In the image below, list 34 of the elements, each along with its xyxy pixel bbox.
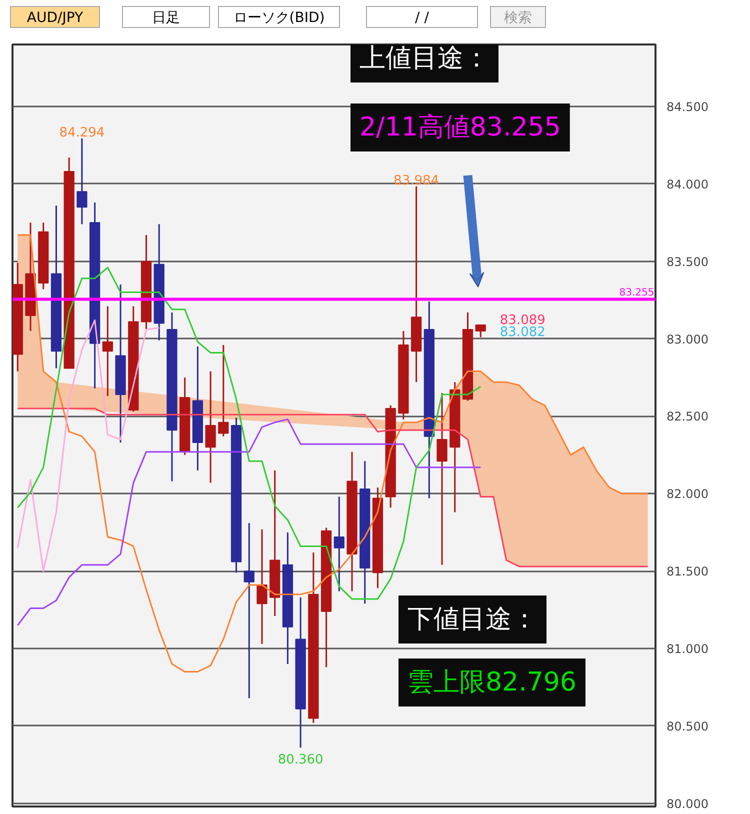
candlestick bbox=[436, 392, 448, 566]
candlestick bbox=[76, 138, 88, 225]
annotation: 下値目途： bbox=[408, 604, 538, 634]
annotation: 雲上限82.796 bbox=[408, 668, 576, 698]
candlestick bbox=[205, 370, 216, 484]
y-tick-label: 82.000 bbox=[666, 487, 708, 502]
candlestick bbox=[218, 344, 229, 438]
y-tick-label: 82.500 bbox=[666, 410, 708, 424]
y-tick-label: 81.000 bbox=[666, 642, 708, 656]
text: 日足 bbox=[122, 6, 210, 28]
annotation: 84.294 bbox=[59, 125, 105, 140]
annotation: 2/11高値83.255 bbox=[360, 112, 561, 142]
candlestick bbox=[102, 305, 113, 397]
text: 検索 bbox=[490, 6, 546, 28]
candlestick bbox=[244, 522, 254, 699]
candlestick bbox=[475, 324, 486, 338]
y-tick-label: 80.000 bbox=[666, 796, 708, 811]
y-tick-label: 83.500 bbox=[666, 254, 708, 269]
y-tick-label: 84.000 bbox=[666, 177, 708, 192]
line-series bbox=[16, 319, 160, 572]
y-tick-label: 83.000 bbox=[666, 332, 708, 346]
annotation: 上値目途： bbox=[360, 44, 490, 74]
y-tick-label: 81.500 bbox=[666, 564, 708, 579]
text: AUD/JPY bbox=[10, 6, 100, 28]
line-series bbox=[16, 266, 482, 600]
candlestick bbox=[334, 496, 344, 592]
y-tick-label: 84.500 bbox=[666, 100, 708, 114]
line-series bbox=[16, 408, 649, 568]
ref-line-label: 83.255 bbox=[619, 287, 654, 298]
candlestick bbox=[256, 528, 268, 645]
y-tick-label: 80.500 bbox=[666, 719, 708, 734]
text: ローソク(BID) bbox=[218, 6, 340, 28]
annotation: 80.360 bbox=[278, 752, 324, 768]
text: / / bbox=[366, 6, 478, 28]
